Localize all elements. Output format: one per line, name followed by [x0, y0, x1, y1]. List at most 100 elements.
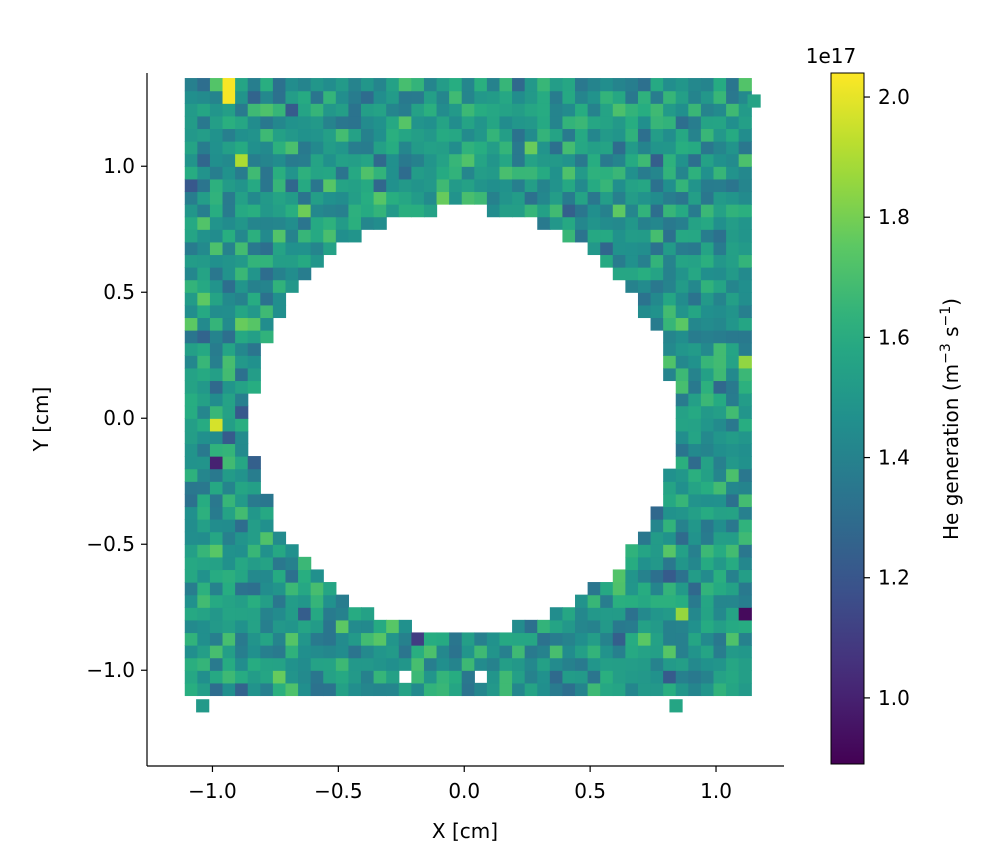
heatmap-cell [499, 141, 513, 155]
heatmap-cell [272, 241, 287, 256]
heatmap-cell [587, 78, 601, 92]
colorbar-gradient [830, 72, 865, 765]
heatmap-cell [461, 78, 475, 92]
heatmap-cell [247, 355, 261, 369]
heatmap-cell [675, 493, 689, 508]
heatmap-cell [713, 330, 727, 344]
heatmap-cell [512, 657, 526, 671]
colorbar-label-sup2: −1 [938, 306, 954, 327]
heatmap-cell [587, 657, 601, 671]
heatmap-cell [235, 456, 249, 470]
heatmap-cell [310, 632, 324, 646]
heatmap-cell [247, 367, 261, 382]
heatmap-cell [298, 115, 312, 130]
heatmap-cell [713, 128, 727, 142]
heatmap-cell [688, 645, 702, 659]
heatmap-cell [562, 178, 576, 193]
heatmap-cell [386, 670, 400, 684]
heatmap-cell [663, 569, 677, 583]
heatmap-cell [675, 619, 689, 634]
heatmap-cell [663, 657, 677, 671]
heatmap-cell [637, 90, 652, 104]
heatmap-cell [222, 405, 236, 419]
heatmap-cell [562, 657, 576, 671]
heatmap-cell [600, 178, 614, 193]
heatmap-cell [726, 178, 740, 193]
heatmap-cell [486, 632, 501, 646]
heatmap-cell [184, 292, 198, 306]
heatmap-cell [688, 632, 702, 646]
heatmap-cell [726, 367, 740, 382]
heatmap-cell [285, 254, 299, 268]
heatmap-cell [612, 78, 626, 92]
heatmap-cell [197, 582, 211, 596]
heatmap-cell [726, 216, 740, 230]
heatmap-cell [247, 279, 261, 293]
heatmap-cell [348, 103, 362, 117]
heatmap-cell [348, 115, 362, 130]
heatmap-cell [612, 254, 626, 268]
heatmap-cell [285, 204, 299, 218]
heatmap-cell [209, 594, 224, 608]
heatmap-cell [675, 204, 689, 218]
heatmap-cell [184, 241, 198, 256]
heatmap-cell [285, 657, 299, 671]
heatmap-cell [461, 141, 475, 155]
heatmap-cell [663, 141, 677, 155]
heatmap-cell [486, 670, 501, 684]
heatmap-cell [600, 619, 614, 634]
heatmap-cell [209, 330, 224, 344]
heatmap-cell [184, 582, 198, 596]
heatmap-cell [726, 594, 740, 608]
heatmap-cell [272, 153, 287, 167]
y-tick-label: −0.5 [86, 532, 135, 556]
heatmap-cell [474, 166, 488, 180]
heatmap-cell [361, 204, 375, 218]
heatmap-cell [235, 632, 249, 646]
heatmap-cell [537, 632, 551, 646]
colorbar-label-sup1: −3 [938, 343, 954, 364]
heatmap-cell [738, 380, 752, 394]
heatmap-cell [272, 645, 287, 659]
heatmap-cell [209, 506, 224, 520]
heatmap-cell [474, 632, 488, 646]
heatmap-cell [361, 166, 375, 180]
colorbar: 1e17 1.0 1.2 1.4 1.6 1.8 2.0 He generation (m… [806, 44, 963, 765]
heatmap-cell [675, 128, 689, 142]
heatmap-cell [738, 166, 752, 180]
x-tick-label: −1.0 [188, 779, 237, 803]
heatmap-cell [688, 128, 702, 142]
heatmap-cell [499, 657, 513, 671]
heatmap-cell [537, 645, 551, 659]
heatmap-cell [738, 254, 752, 268]
heatmap-cell [700, 556, 715, 571]
heatmap-cell [713, 380, 727, 394]
heatmap-cell [323, 594, 337, 608]
heatmap-cell [197, 645, 211, 659]
heatmap-cell [675, 670, 689, 684]
heatmap-cell [461, 657, 475, 671]
heatmap-cell [197, 556, 211, 571]
heatmap-cell [499, 153, 513, 167]
heatmap-cell [713, 317, 727, 331]
heatmap-cell [700, 342, 715, 356]
heatmap-cell [222, 166, 236, 180]
heatmap-cell [285, 229, 299, 243]
heatmap-cell [298, 153, 312, 167]
heatmap-cell [612, 204, 626, 218]
heatmap-cell [650, 216, 664, 230]
heatmap-cell [323, 682, 337, 697]
heatmap-cell [637, 544, 652, 558]
heatmap-cell [587, 103, 601, 117]
heatmap-cell [700, 670, 715, 684]
heatmap-cell [184, 393, 198, 407]
heatmap-cell [575, 657, 589, 671]
heatmap-cell [247, 141, 261, 155]
heatmap-cell [738, 267, 752, 281]
heatmap-cell [247, 544, 261, 558]
heatmap-cell [637, 632, 652, 646]
heatmap-cell [235, 292, 249, 306]
heatmap-cell [675, 78, 689, 92]
heatmap-cell [688, 405, 702, 419]
heatmap-cell [335, 594, 350, 608]
